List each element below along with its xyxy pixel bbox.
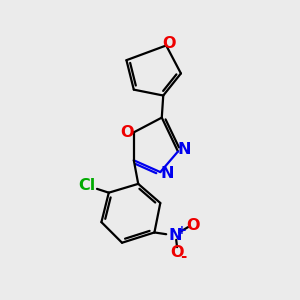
- Text: O: O: [121, 125, 134, 140]
- Text: N: N: [169, 228, 182, 243]
- Text: +: +: [177, 224, 186, 237]
- Text: O: O: [170, 245, 184, 260]
- Text: O: O: [187, 218, 200, 233]
- Text: O: O: [162, 37, 176, 52]
- Text: -: -: [180, 249, 187, 264]
- Text: N: N: [160, 166, 173, 181]
- Text: Cl: Cl: [78, 178, 95, 193]
- Text: N: N: [177, 142, 190, 158]
